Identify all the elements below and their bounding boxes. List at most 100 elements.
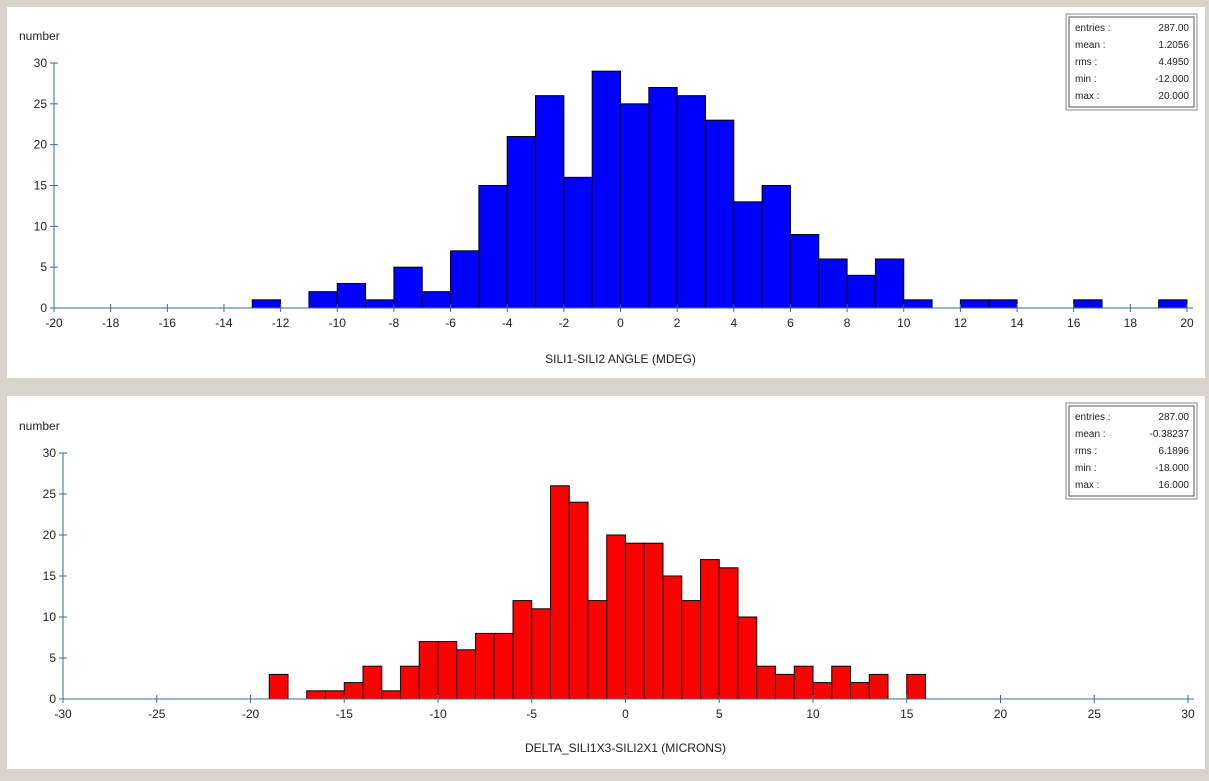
- histogram-bar: [620, 103, 650, 309]
- y-tick-label: 20: [43, 528, 57, 542]
- histogram-bar: [437, 641, 458, 700]
- x-tick-label: -14: [215, 316, 233, 330]
- x-tick-label: 4: [730, 316, 737, 330]
- histogram-bar: [718, 567, 739, 700]
- histogram-bar: [306, 690, 326, 700]
- histogram-bar: [793, 665, 814, 700]
- x-tick-label: 12: [954, 316, 968, 330]
- stats-box-frame: [1065, 13, 1198, 111]
- histogram-bar: [591, 70, 621, 309]
- histogram-bar: [393, 266, 423, 309]
- stats-label: mean :: [1075, 429, 1106, 440]
- histogram-bar: [1073, 299, 1103, 309]
- y-tick-label: 25: [34, 97, 48, 111]
- stats-value: 1.2056: [1158, 40, 1189, 51]
- y-axis-label: number: [19, 29, 60, 43]
- x-axis-label: DELTA_SILI1X3-SILI2X1 (MICRONS): [525, 741, 726, 755]
- x-tick-label: -8: [389, 316, 400, 330]
- histogram-bar: [846, 274, 876, 309]
- stats-label: rms :: [1075, 446, 1097, 457]
- stats-box: [1068, 405, 1195, 497]
- x-tick-label: -10: [329, 316, 347, 330]
- x-tick-label: 0: [622, 707, 629, 721]
- y-tick-label: 5: [49, 651, 56, 665]
- histogram-bar: [775, 673, 795, 700]
- histogram-bar: [850, 682, 870, 700]
- histogram-bar: [421, 291, 452, 309]
- y-tick-label: 25: [43, 487, 57, 501]
- x-tick-label: 18: [1124, 316, 1138, 330]
- x-tick-label: 2: [674, 316, 681, 330]
- histogram-bar: [535, 95, 565, 309]
- y-tick-label: 30: [43, 446, 57, 460]
- histogram-panel-delta: 0 5 10 15 20 25 30 -30 -25 -20 -15 -10 -5 0 5 10 15 20 25 3…: [7, 396, 1205, 769]
- histogram-bar: [325, 690, 345, 700]
- histogram-bar: [418, 641, 439, 700]
- x-tick-label: 25: [1088, 707, 1102, 721]
- stats-value: 287.00: [1158, 23, 1189, 34]
- histogram-bar: [362, 665, 383, 700]
- histogram-bar: [868, 673, 889, 700]
- histogram-bar: [478, 185, 508, 309]
- histogram-bar: [812, 682, 833, 700]
- histogram-bar: [676, 95, 706, 309]
- histogram-bar: [568, 501, 589, 700]
- histogram-bar: [959, 299, 990, 309]
- x-tick-label: -10: [429, 707, 447, 721]
- histogram-bar: [550, 485, 570, 700]
- stats-label: max :: [1075, 480, 1099, 491]
- histogram-bar: [756, 665, 776, 700]
- x-tick-label: 30: [1181, 707, 1195, 721]
- y-tick-label: 10: [43, 610, 57, 624]
- histogram-bar: [737, 616, 758, 700]
- histogram-bar: [789, 234, 820, 309]
- histogram-bar: [761, 185, 791, 309]
- histogram-bar: [988, 299, 1018, 309]
- stats-value: -18.000: [1155, 463, 1189, 474]
- stats-box: [1068, 16, 1195, 108]
- stats-label: min :: [1075, 74, 1097, 85]
- histogram-bar: [336, 283, 367, 309]
- histogram-bar: [733, 201, 763, 309]
- x-tick-label: -18: [102, 316, 120, 330]
- x-tick-label: -6: [445, 316, 456, 330]
- x-tick-label: -25: [148, 707, 166, 721]
- x-tick-label: 14: [1010, 316, 1024, 330]
- x-tick-label: -12: [272, 316, 290, 330]
- x-tick-label: -20: [45, 316, 63, 330]
- x-tick-label: -4: [502, 316, 513, 330]
- stats-value: 287.00: [1158, 412, 1189, 423]
- x-tick-label: 0: [617, 316, 624, 330]
- y-tick-label: 15: [34, 179, 48, 193]
- histogram-bar: [308, 291, 338, 309]
- stats-value: -12.000: [1155, 74, 1189, 85]
- stats-box-frame: [1065, 402, 1198, 500]
- histogram-bar: [700, 559, 720, 700]
- histogram-chart-delta: 0 5 10 15 20 25 30 -30 -25 -20 -15 -10 -5 0 5 10 15 20 25 3…: [19, 402, 1198, 755]
- x-tick-label: -30: [54, 707, 72, 721]
- histogram-bar: [606, 534, 626, 700]
- histogram-bar: [506, 136, 537, 309]
- x-tick-label: 6: [787, 316, 794, 330]
- histogram-bar: [343, 682, 364, 700]
- histogram-bar: [365, 299, 395, 309]
- stats-label: entries :: [1075, 412, 1111, 423]
- x-tick-label: -5: [526, 707, 537, 721]
- x-axis-label: SILI1-SILI2 ANGLE (MDEG): [545, 352, 696, 366]
- x-tick-label: -2: [559, 316, 570, 330]
- histogram-bar: [587, 600, 608, 700]
- stats-label: entries :: [1075, 23, 1111, 34]
- stats-value: 20.000: [1158, 91, 1189, 102]
- histogram-bar: [818, 258, 848, 309]
- histogram-bar: [681, 600, 701, 700]
- stats-value: 4.4950: [1158, 57, 1189, 68]
- y-tick-label: 10: [34, 219, 48, 233]
- histogram-bar: [1158, 299, 1188, 309]
- histogram-bar: [512, 600, 533, 700]
- stats-label: max :: [1075, 91, 1099, 102]
- histogram-bar: [831, 665, 851, 700]
- y-tick-label: 30: [34, 56, 48, 70]
- x-tick-label: -15: [336, 707, 354, 721]
- x-tick-label: 8: [844, 316, 851, 330]
